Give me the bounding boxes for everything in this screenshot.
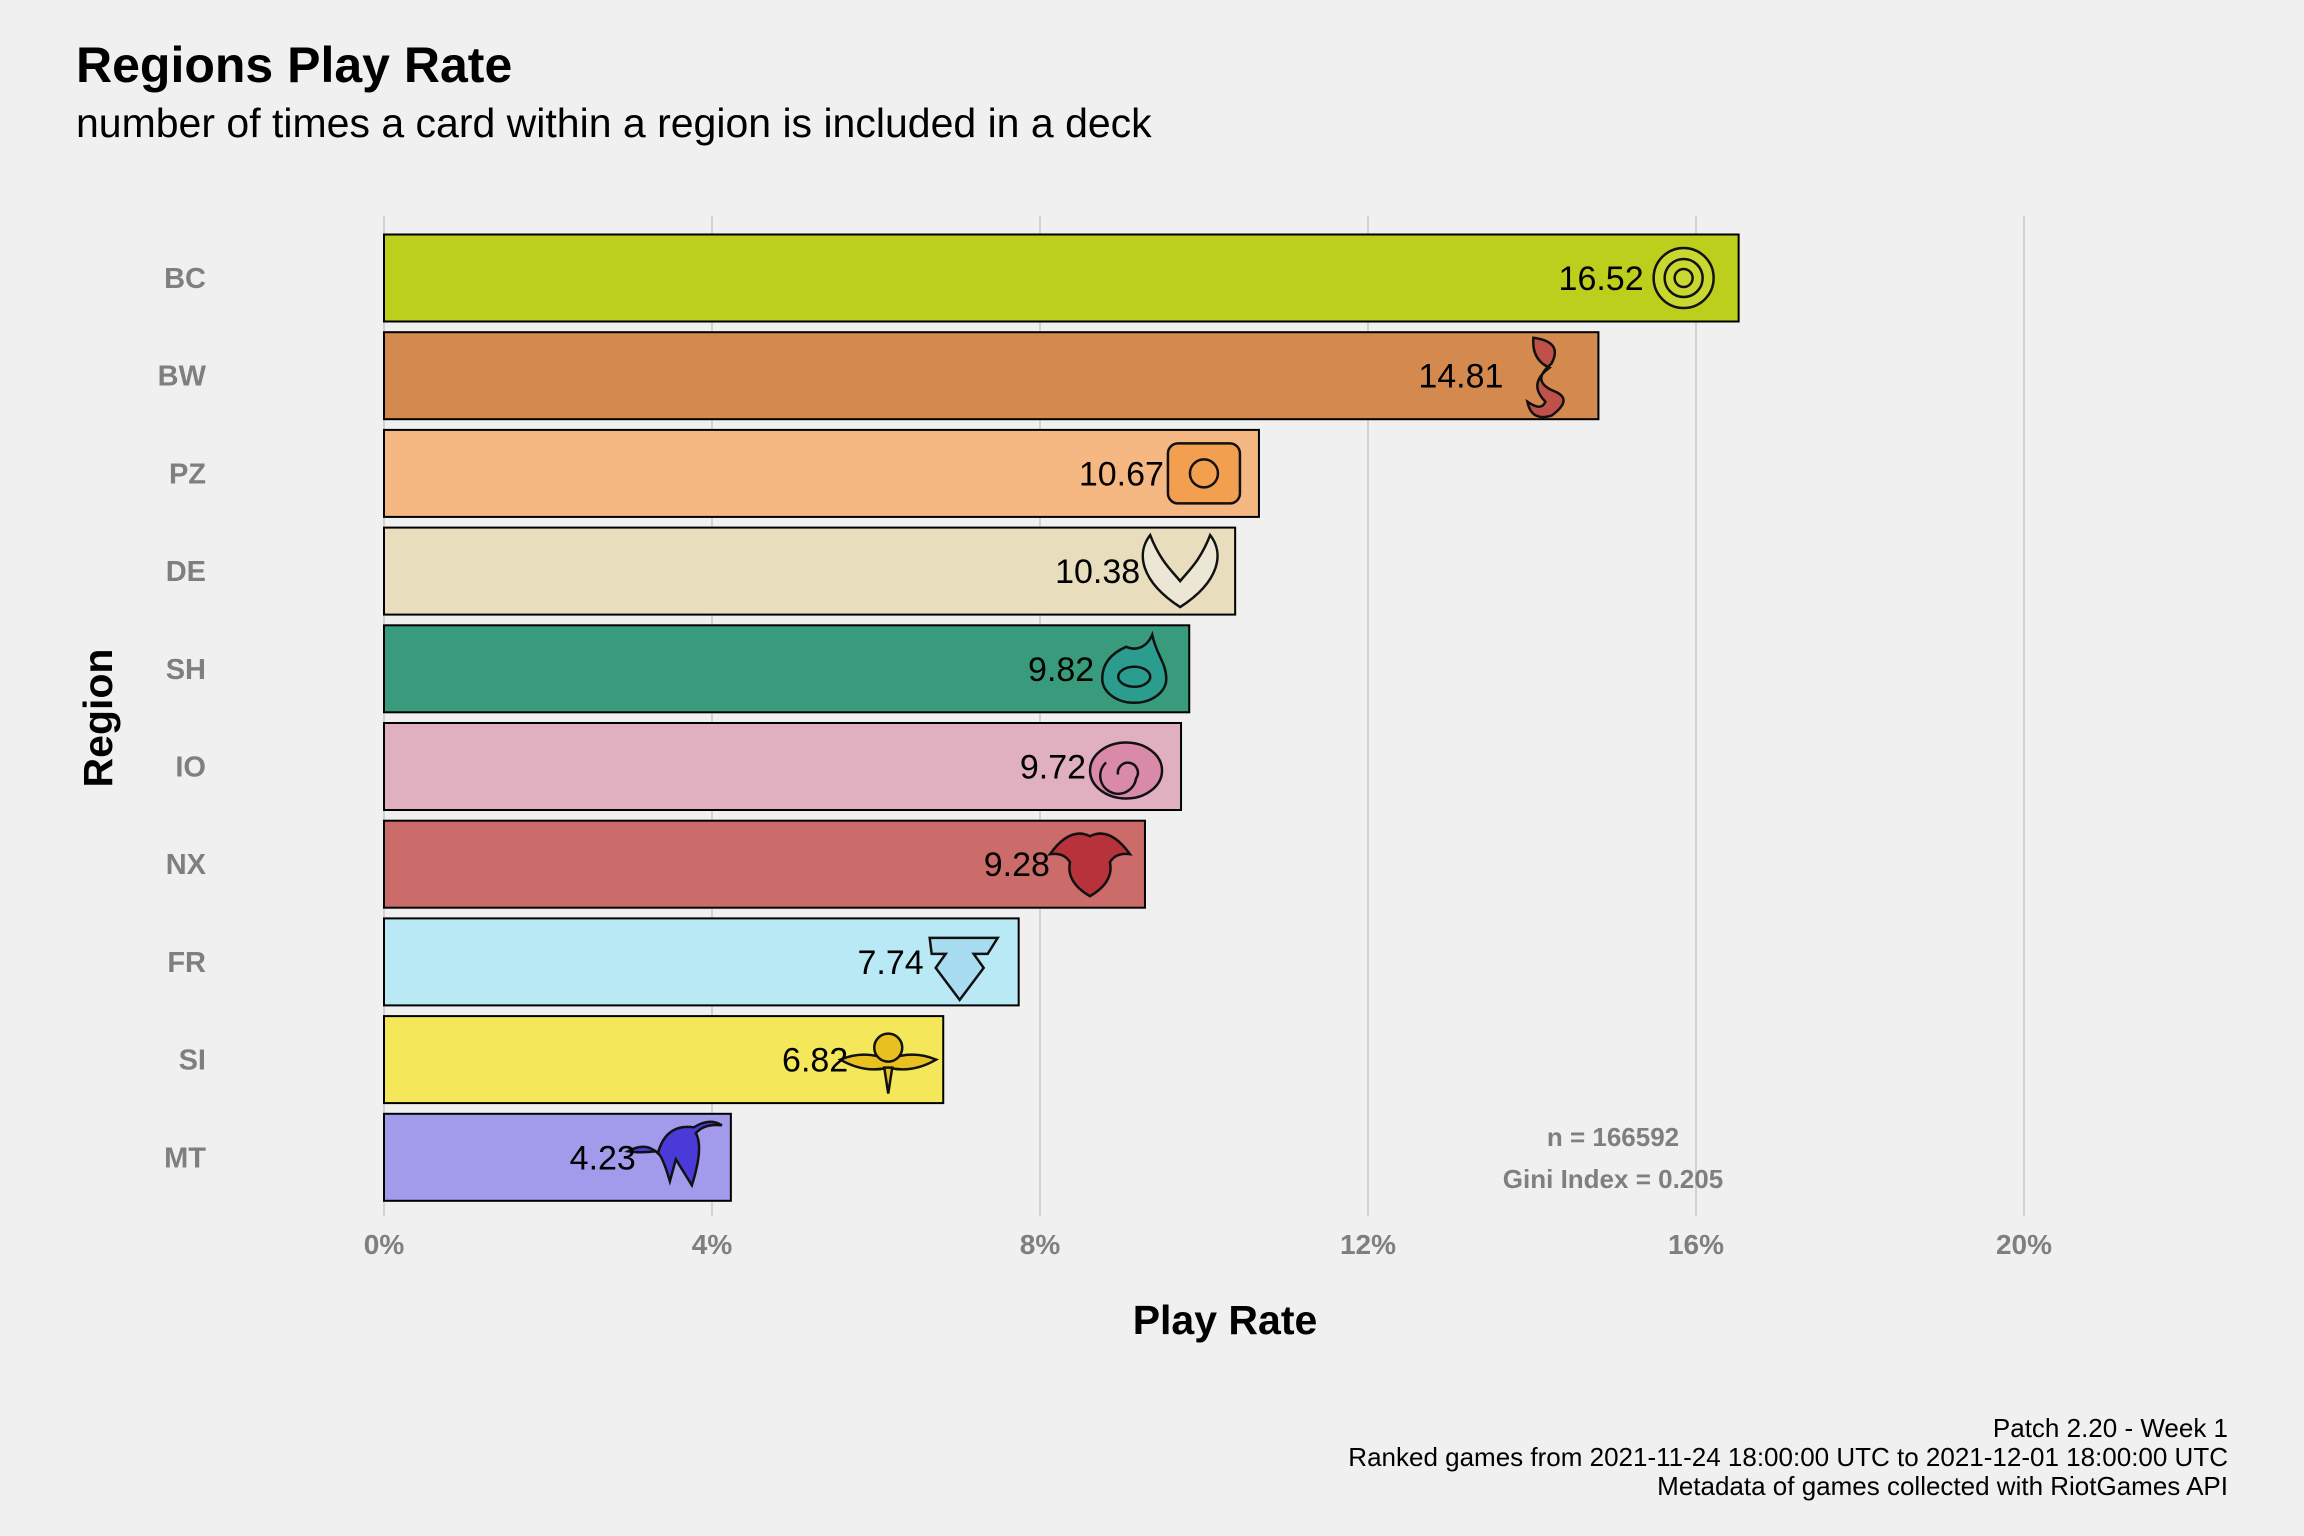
bar (383, 722, 1183, 811)
ionia-icon (1088, 741, 1164, 800)
caption-patch: Patch 2.20 - Week 1 (1992, 1413, 2228, 1443)
y-tick-label: IO (175, 752, 206, 784)
gini-index-annotation: Gini Index = 0.205 (1503, 1164, 1723, 1194)
chart-caption: Patch 2.20 - Week 1 Ranked games from 20… (1348, 1414, 2228, 1501)
y-tick-label: FR (167, 947, 206, 979)
targon-icon (624, 1120, 723, 1189)
x-tick-label: 12% (1340, 1229, 1396, 1260)
data-label: 7.74 (857, 944, 923, 982)
caption-source: Metadata of games collected with RiotGam… (1657, 1471, 2228, 1501)
data-label: 9.72 (1020, 749, 1086, 787)
data-label: 6.82 (782, 1042, 848, 1080)
data-label: 14.81 (1418, 358, 1503, 396)
x-tick-label: 16% (1668, 1229, 1724, 1260)
y-tick-label: DE (166, 556, 206, 588)
y-tick-label: BW (158, 361, 207, 393)
bar (383, 624, 1191, 714)
bandle-city-icon (1652, 246, 1715, 310)
y-axis-title: Region (75, 649, 121, 788)
data-label: 10.67 (1079, 455, 1164, 493)
bar (383, 917, 1020, 1007)
sample-size-annotation: n = 166592 (1547, 1122, 1679, 1152)
bar (383, 233, 1740, 323)
caption-date-range: Ranked games from 2021-11-24 18:00:00 UT… (1348, 1442, 2228, 1472)
demacia-icon (1141, 532, 1219, 609)
y-tick-label: BC (164, 263, 206, 295)
data-label: 16.52 (1559, 260, 1644, 298)
data-label: 9.82 (1028, 651, 1094, 689)
x-axis-title: Play Rate (1133, 1297, 1318, 1343)
data-label: 10.38 (1055, 553, 1140, 591)
bar (383, 819, 1146, 909)
bar (383, 526, 1237, 616)
y-tick-label: SI (179, 1045, 206, 1077)
data-label: 9.28 (984, 846, 1050, 884)
freljord-icon (928, 936, 1000, 1002)
chart-subtitle: number of times a card within a region i… (76, 100, 1152, 146)
bar (383, 331, 1600, 421)
y-tick-label: MT (164, 1142, 206, 1174)
x-tick-label: 0% (364, 1229, 405, 1260)
bilgewater-icon (1525, 336, 1565, 419)
data-label: 4.23 (570, 1139, 636, 1177)
chart-title: Regions Play Rate (76, 37, 513, 93)
y-tick-label: NX (166, 849, 207, 881)
shurima-icon (1100, 630, 1168, 705)
noxus-icon (1047, 832, 1133, 898)
y-tick-label: PZ (169, 458, 206, 490)
shadow-isles-icon (837, 1032, 940, 1094)
bar (383, 428, 1260, 518)
x-tick-label: 4% (692, 1229, 733, 1260)
piltover-zaun-icon (1166, 442, 1242, 505)
x-tick-label: 8% (1020, 1229, 1061, 1260)
y-tick-label: SH (166, 654, 206, 686)
x-tick-label: 20% (1996, 1229, 2052, 1260)
